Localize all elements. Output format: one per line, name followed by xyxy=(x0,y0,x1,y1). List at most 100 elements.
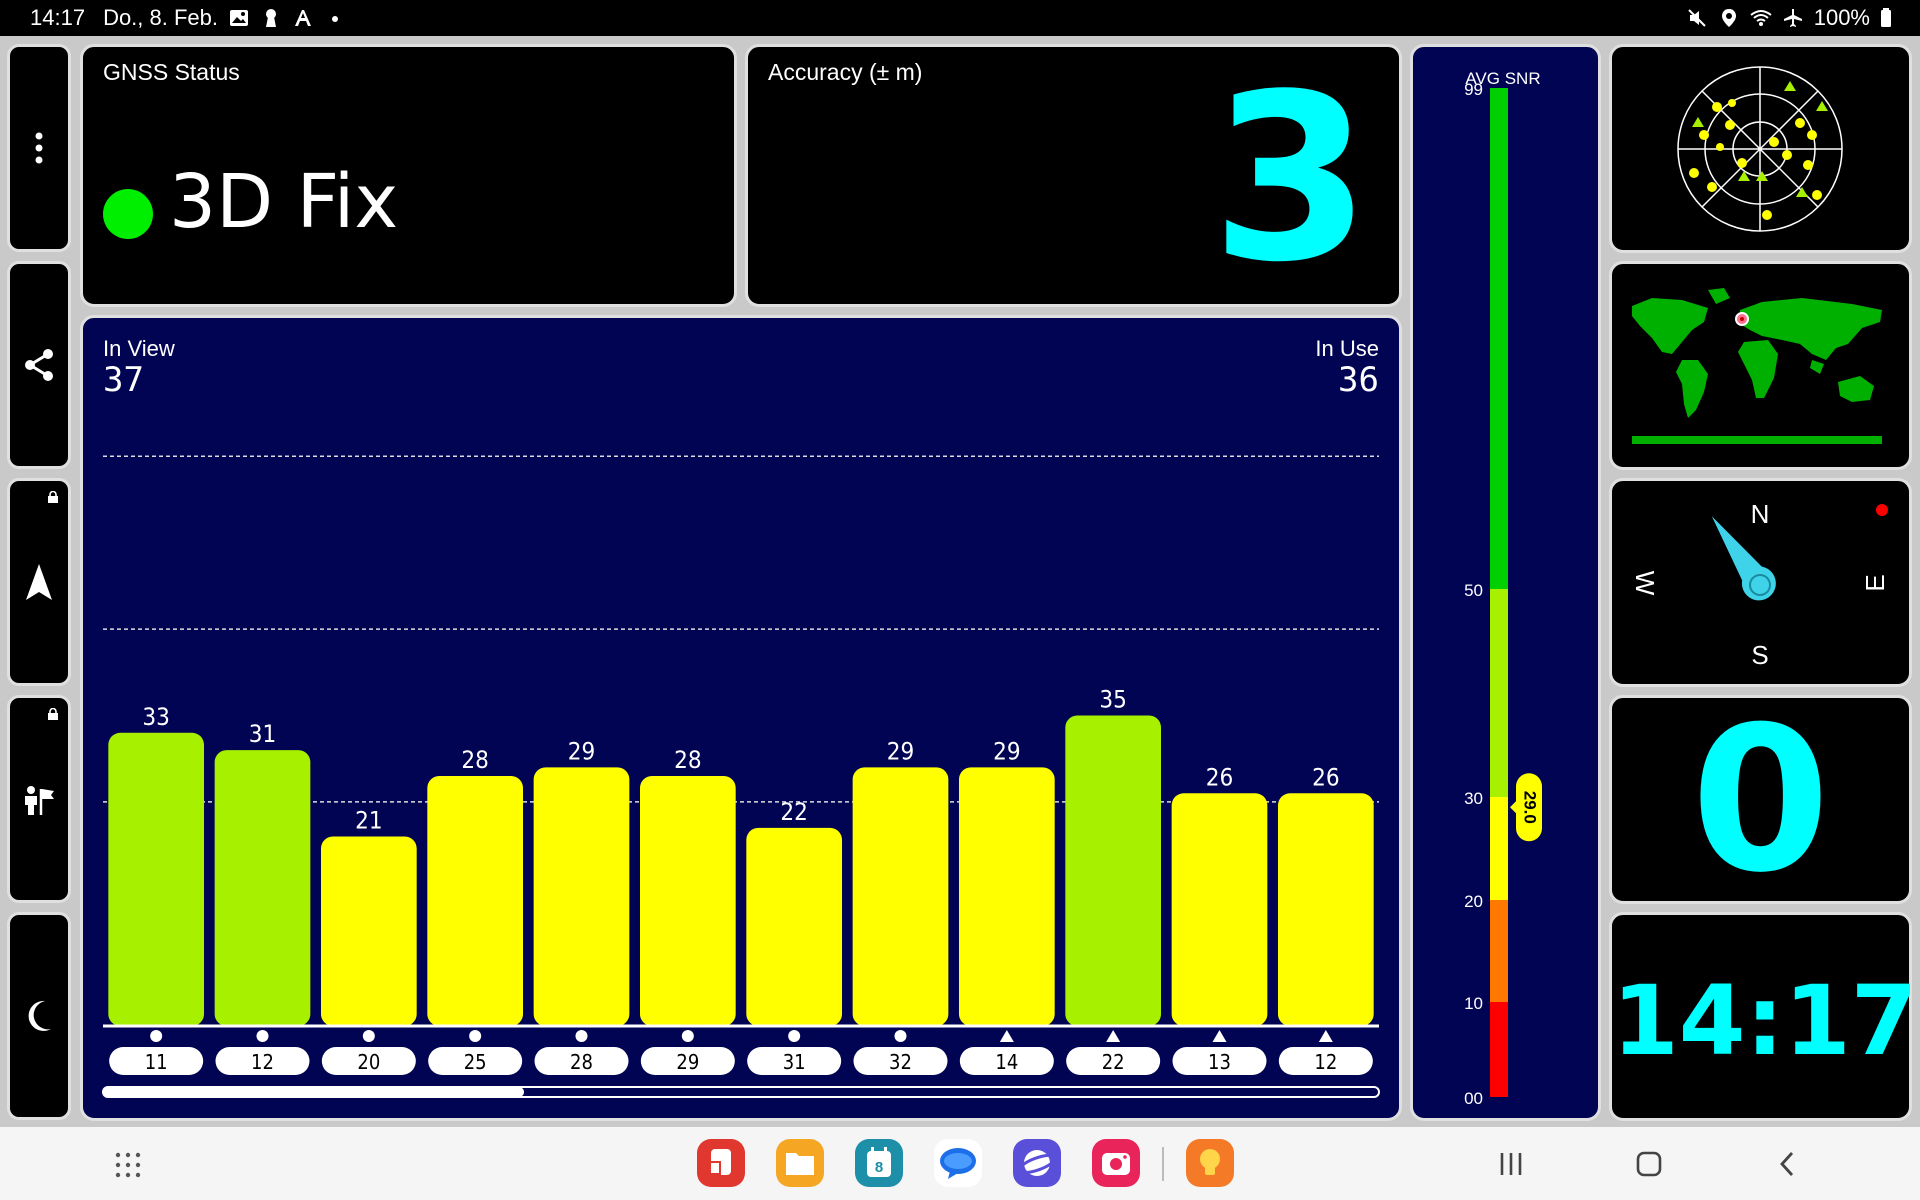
compass-needle xyxy=(1711,516,1776,601)
dot-icon xyxy=(324,7,346,29)
satellite-id-pill xyxy=(1066,1047,1161,1075)
gps-constellation-icon xyxy=(788,1030,801,1042)
bar-value-label: 29 xyxy=(887,737,914,765)
speed-value: 0 xyxy=(1690,684,1831,917)
satellite-id-label: 13 xyxy=(1208,1050,1231,1074)
lock-icon xyxy=(48,491,58,503)
satellite-id-label: 22 xyxy=(1102,1050,1125,1074)
world-map-icon xyxy=(1632,288,1882,444)
fix-status-text: 3D Fix xyxy=(169,159,399,245)
navigation-arrow-icon xyxy=(26,564,52,600)
avg-snr-title: AVG SNR xyxy=(1465,69,1540,88)
sky-plot-panel[interactable] xyxy=(1609,44,1912,253)
snr-scale-segment xyxy=(1490,1002,1508,1097)
satellite-id-pill xyxy=(321,1047,416,1075)
bar-value-label: 31 xyxy=(249,720,276,748)
back-button[interactable] xyxy=(1778,1151,1796,1177)
snr-bar xyxy=(1065,715,1162,1026)
accuracy-panel: Accuracy (± m) 3 xyxy=(745,44,1402,307)
gps-constellation-icon xyxy=(894,1030,907,1042)
snr-scale-tick-label: 50 xyxy=(1464,581,1483,600)
notes-app-icon[interactable] xyxy=(697,1139,745,1187)
satellite-bar-chart: 33 11 31 12 21 20 28 25 29 28 28 29 22 31 29 32 29 14 35 22… xyxy=(102,455,1380,1098)
status-date: Do., 8. Feb. xyxy=(103,5,219,30)
bar-value-label: 29 xyxy=(993,737,1020,765)
snr-scale-segment xyxy=(1490,797,1508,900)
satellite-id-pill xyxy=(534,1047,629,1075)
clock-panel[interactable]: 14:17 xyxy=(1609,912,1918,1121)
share-button[interactable] xyxy=(7,261,71,469)
glonass-constellation-icon xyxy=(1212,1030,1227,1042)
navigation-bar: 8 xyxy=(0,1127,1920,1200)
speed-panel[interactable]: 0 xyxy=(1609,684,1912,917)
snr-scale-tick-label: 10 xyxy=(1464,994,1483,1013)
bar-value-label: 26 xyxy=(1206,763,1233,791)
satellite-id-pill xyxy=(215,1047,310,1075)
status-bar: 14:17 Do., 8. Feb. 100% xyxy=(0,0,1920,36)
person-flag-icon xyxy=(25,786,54,815)
satellite-id-label: 31 xyxy=(783,1050,806,1074)
gps-constellation-icon xyxy=(150,1030,163,1042)
glonass-constellation-icon xyxy=(1318,1030,1333,1042)
navigation-button[interactable] xyxy=(7,478,71,686)
satellite-id-pill xyxy=(747,1047,842,1075)
location-icon xyxy=(1718,7,1740,29)
world-map-panel[interactable] xyxy=(1609,261,1912,470)
clock-value: 14:17 xyxy=(1612,965,1918,1077)
moon-icon xyxy=(28,1000,51,1031)
bar-value-label: 22 xyxy=(780,798,807,826)
gallery-icon xyxy=(228,7,250,29)
gps-constellation-icon xyxy=(362,1030,375,1042)
satellite-id-label: 20 xyxy=(357,1050,380,1074)
snr-bar xyxy=(214,750,311,1026)
keyhole-icon xyxy=(260,7,282,29)
poi-button[interactable] xyxy=(7,695,71,903)
night-mode-button[interactable] xyxy=(7,912,71,1120)
snr-bar xyxy=(852,767,949,1026)
calendar-app-icon[interactable]: 8 xyxy=(855,1139,903,1187)
files-app-icon[interactable] xyxy=(776,1139,824,1187)
bar-value-label: 26 xyxy=(1312,763,1339,791)
screen-recorder-app-icon[interactable] xyxy=(1092,1139,1140,1187)
snr-scale-tick-label: 99 xyxy=(1464,80,1483,99)
snr-bar xyxy=(533,767,630,1026)
snr-scale-segment xyxy=(1490,589,1508,797)
bar-value-label: 35 xyxy=(1099,686,1126,714)
snr-scale-tick-label: 20 xyxy=(1464,892,1483,911)
avg-snr-panel: AVG SNR 99 50 30 20 10 00 29.0 xyxy=(1410,44,1601,1121)
satellite-id-label: 11 xyxy=(145,1050,168,1074)
dock-divider xyxy=(1162,1147,1164,1181)
snr-scale-segment xyxy=(1490,900,1508,1002)
snr-bar xyxy=(108,732,205,1026)
browser-app-icon[interactable] xyxy=(1013,1139,1061,1187)
in-use-count: 36 xyxy=(1338,360,1379,400)
snr-scale-tick-label: 00 xyxy=(1464,1089,1483,1108)
snr-bar xyxy=(427,776,524,1026)
satellite-snr-chart-panel: In View 37 In Use 36 33 11 31 12 21 20 28 25 29 2… xyxy=(80,315,1402,1121)
home-button[interactable] xyxy=(1636,1151,1662,1177)
bar-value-label: 33 xyxy=(142,703,169,731)
glonass-constellation-icon xyxy=(999,1030,1014,1042)
horizontal-scrollbar-thumb xyxy=(103,1087,525,1097)
tips-app-icon[interactable] xyxy=(1186,1139,1234,1187)
satellite-id-label: 28 xyxy=(570,1050,593,1074)
satellite-id-label: 29 xyxy=(676,1050,699,1074)
gnss-status-panel: GNSS Status 3D Fix xyxy=(80,44,737,307)
lock-icon xyxy=(48,708,58,720)
menu-button[interactable] xyxy=(7,44,71,252)
more-vert-icon xyxy=(35,132,43,164)
gps-constellation-icon xyxy=(256,1030,269,1042)
auto-text-icon xyxy=(292,7,314,29)
compass-icon: N S W E xyxy=(1630,499,1890,670)
messages-app-icon[interactable] xyxy=(934,1139,982,1187)
glonass-constellation-icon xyxy=(1106,1030,1121,1042)
recent-apps-button[interactable] xyxy=(1497,1149,1525,1179)
app-drawer-icon[interactable] xyxy=(114,1151,142,1179)
sky-plot-icon xyxy=(1677,66,1843,232)
avg-snr-value: 29.0 xyxy=(1521,791,1540,824)
snr-bar xyxy=(320,836,417,1026)
compass-panel[interactable]: N S W E xyxy=(1609,478,1912,687)
bar-value-label: 21 xyxy=(355,807,382,835)
satellite-id-pill xyxy=(1278,1047,1373,1075)
